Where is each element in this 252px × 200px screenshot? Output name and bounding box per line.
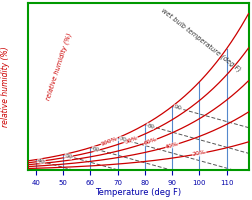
Text: relative humidity (%): relative humidity (%) (44, 32, 73, 101)
Text: 70: 70 (118, 136, 128, 143)
Text: 80: 80 (146, 123, 155, 130)
Text: relative humidity (%): relative humidity (%) (1, 47, 10, 127)
Text: 80%: 80% (124, 135, 139, 145)
Text: 100%: 100% (100, 136, 118, 147)
Text: wet bulb temperature (deg F): wet bulb temperature (deg F) (160, 7, 242, 73)
Text: 60: 60 (91, 146, 100, 153)
X-axis label: Temperature (deg F): Temperature (deg F) (95, 188, 181, 197)
Text: 40: 40 (37, 158, 46, 165)
Text: 60%: 60% (143, 137, 158, 146)
Text: 50: 50 (64, 153, 73, 160)
Text: 20%: 20% (192, 150, 207, 157)
Text: 40%: 40% (165, 141, 179, 150)
Text: 90: 90 (173, 104, 182, 111)
